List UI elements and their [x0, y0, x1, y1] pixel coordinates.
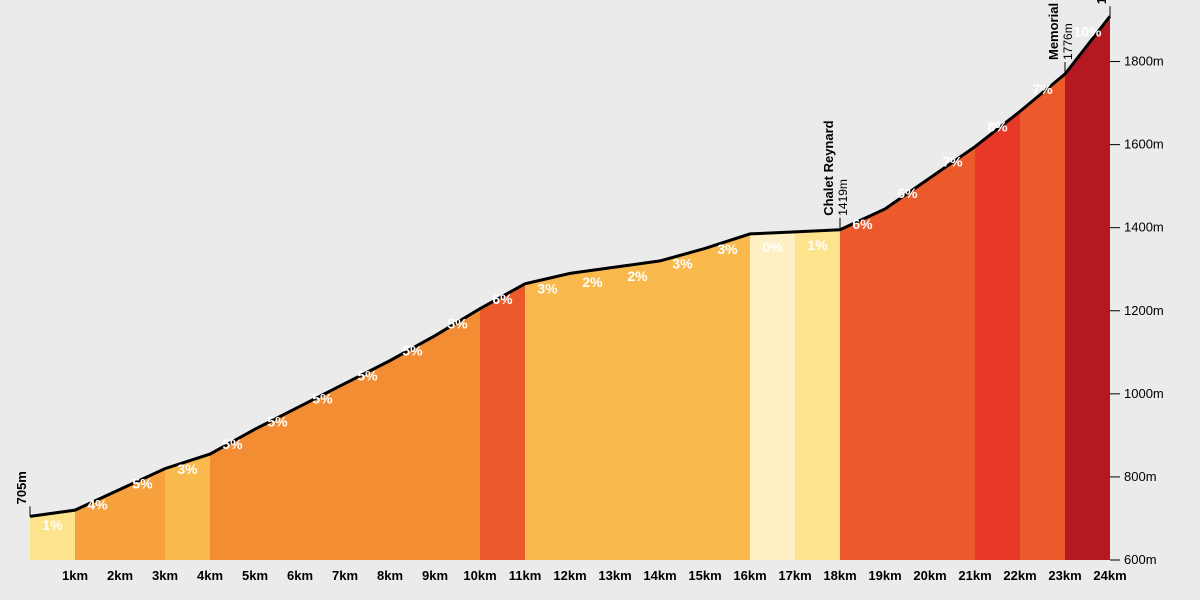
- gradient-bar: [570, 267, 615, 560]
- gradient-bar: [930, 147, 975, 560]
- gradient-bar: [1065, 16, 1110, 560]
- gradient-label: 2%: [582, 274, 603, 290]
- x-axis-label: 7km: [332, 568, 358, 583]
- gradient-label: 10%: [1073, 23, 1102, 39]
- gradient-bar: [795, 230, 840, 560]
- y-axis-label: 800m: [1124, 469, 1157, 484]
- gradient-label: 1%: [807, 237, 828, 253]
- poi-elev: 1419m: [836, 179, 850, 216]
- gradient-label: 5%: [402, 343, 423, 359]
- y-axis-label: 1000m: [1124, 386, 1164, 401]
- gradient-label: 6%: [852, 216, 873, 232]
- poi-label-group: Chalet Reynard1419m: [821, 120, 850, 215]
- gradient-label: 6%: [492, 291, 513, 307]
- gradient-bar: [885, 178, 930, 560]
- x-axis-label: 13km: [598, 568, 631, 583]
- gradient-label: 5%: [222, 436, 243, 452]
- poi-name: Memorial Simpson: [1046, 0, 1061, 60]
- gradient-label: 0%: [762, 239, 783, 255]
- gradient-bar: [840, 209, 885, 560]
- gradient-bar: [390, 336, 435, 560]
- gradient-bar: [660, 248, 705, 560]
- gradient-label: 3%: [717, 241, 738, 257]
- gradient-bar: [525, 273, 570, 560]
- x-axis-label: 14km: [643, 568, 676, 583]
- y-axis-label: 1600m: [1124, 137, 1164, 152]
- x-axis-label: 12km: [553, 568, 586, 583]
- gradient-label: 5%: [447, 316, 468, 332]
- y-axis-label: 600m: [1124, 552, 1157, 567]
- x-axis-label: 11km: [509, 568, 542, 583]
- end-elev-label: 1909m: [1094, 0, 1109, 4]
- gradient-label: 5%: [357, 368, 378, 384]
- gradient-label: 7%: [1032, 81, 1053, 97]
- gradient-bar: [975, 111, 1020, 560]
- gradient-label: 1%: [42, 517, 63, 533]
- svg-text:1909m: 1909m: [1094, 0, 1109, 4]
- gradient-label: 3%: [537, 280, 558, 296]
- x-axis-label: 5km: [242, 568, 268, 583]
- x-axis-label: 18km: [823, 568, 856, 583]
- x-axis-label: 1km: [62, 568, 88, 583]
- gradient-bar: [480, 284, 525, 560]
- x-axis-label: 21km: [958, 568, 991, 583]
- x-axis-label: 15km: [688, 568, 721, 583]
- x-axis-label: 19km: [868, 568, 901, 583]
- y-axis-label: 1800m: [1124, 54, 1164, 69]
- elevation-profile-chart: 1% 4% 5% 3% 5% 5% 5% 5% 5% 5% 6% 3% 2% 2% 3% 3% 0% 1% 6% 6%…: [0, 0, 1200, 600]
- x-axis-label: 10km: [463, 568, 496, 583]
- gradient-label: 7%: [942, 154, 963, 170]
- chart-svg: 1% 4% 5% 3% 5% 5% 5% 5% 5% 5% 6% 3% 2% 2% 3% 3% 0% 1% 6% 6%…: [0, 0, 1200, 600]
- x-axis-label: 8km: [377, 568, 403, 583]
- gradient-bar: [705, 234, 750, 560]
- gradient-bar: [345, 361, 390, 560]
- gradient-label: 6%: [897, 185, 918, 201]
- gradient-label: 5%: [267, 413, 288, 429]
- gradient-bar: [750, 232, 795, 560]
- poi-elev: 1776m: [1061, 23, 1075, 60]
- x-axis-label: 9km: [422, 568, 448, 583]
- gradient-bar: [300, 383, 345, 560]
- gradient-label: 2%: [627, 268, 648, 284]
- x-axis-label: 22km: [1003, 568, 1036, 583]
- x-axis-label: 16km: [733, 568, 766, 583]
- x-axis-label: 20km: [913, 568, 946, 583]
- gradient-bar: [255, 406, 300, 560]
- x-axis-label: 17km: [778, 568, 811, 583]
- x-axis-label: 3km: [152, 568, 178, 583]
- poi-label-group: Memorial Simpson1776m: [1046, 0, 1075, 60]
- gradient-bar: [435, 309, 480, 560]
- y-axis-label: 1400m: [1124, 220, 1164, 235]
- svg-text:705m: 705m: [14, 471, 29, 504]
- gradient-label: 3%: [672, 255, 693, 271]
- x-axis-label: 24km: [1093, 568, 1126, 583]
- start-elev-label: 705m: [14, 471, 29, 504]
- y-axis-label: 1200m: [1124, 303, 1164, 318]
- gradient-label: 8%: [987, 118, 1008, 134]
- gradient-label: 4%: [87, 496, 108, 512]
- gradient-label: 5%: [132, 476, 153, 492]
- x-axis-label: 6km: [287, 568, 313, 583]
- x-axis-label: 2km: [107, 568, 133, 583]
- gradient-bar: [615, 261, 660, 560]
- poi-name: Chalet Reynard: [821, 120, 836, 215]
- gradient-label: 3%: [177, 461, 198, 477]
- gradient-label: 5%: [312, 390, 333, 406]
- x-axis-label: 4km: [197, 568, 223, 583]
- x-axis-label: 23km: [1048, 568, 1081, 583]
- gradient-bar: [1020, 74, 1065, 560]
